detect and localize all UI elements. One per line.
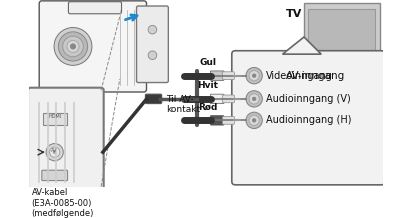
Circle shape [148,51,157,60]
Text: Hvit: Hvit [197,81,218,90]
Text: Rød: Rød [198,103,218,112]
Text: HDMI: HDMI [48,114,61,119]
Circle shape [49,147,60,157]
Text: AV-inngang: AV-inngang [286,71,345,81]
FancyBboxPatch shape [210,94,224,104]
FancyBboxPatch shape [210,71,224,80]
FancyBboxPatch shape [42,170,68,181]
Text: Gul: Gul [199,58,216,67]
FancyBboxPatch shape [39,1,147,92]
Circle shape [148,25,157,34]
Circle shape [59,32,88,61]
Text: Audioinngang (H): Audioinngang (H) [266,115,352,125]
Circle shape [246,112,262,129]
Circle shape [252,97,256,101]
Polygon shape [283,37,321,54]
Circle shape [249,94,259,104]
FancyBboxPatch shape [210,116,224,125]
Text: Audioinngang (V): Audioinngang (V) [266,94,351,104]
Text: Til AV-
kontakt: Til AV- kontakt [166,95,201,114]
FancyBboxPatch shape [136,6,169,83]
Circle shape [70,44,75,49]
FancyBboxPatch shape [308,9,375,50]
Text: AV: AV [52,148,58,153]
Circle shape [246,91,262,107]
Circle shape [249,115,259,126]
FancyBboxPatch shape [145,94,162,104]
FancyBboxPatch shape [222,116,234,124]
FancyBboxPatch shape [222,72,234,80]
Circle shape [246,68,262,84]
Text: AV-kabel
(E3A-0085-00)
(medfølgende): AV-kabel (E3A-0085-00) (medfølgende) [31,188,94,218]
Circle shape [63,36,83,57]
Circle shape [54,27,92,65]
Text: Videoinngang: Videoinngang [266,71,333,81]
FancyBboxPatch shape [304,3,380,53]
FancyBboxPatch shape [68,2,122,14]
Text: TV: TV [286,9,302,19]
Circle shape [252,73,256,78]
Circle shape [252,118,256,123]
Circle shape [249,70,259,81]
Circle shape [53,150,56,154]
FancyBboxPatch shape [222,95,234,103]
FancyBboxPatch shape [43,113,67,125]
FancyBboxPatch shape [28,88,104,189]
FancyBboxPatch shape [232,51,385,185]
Circle shape [46,144,63,161]
Circle shape [67,40,79,53]
